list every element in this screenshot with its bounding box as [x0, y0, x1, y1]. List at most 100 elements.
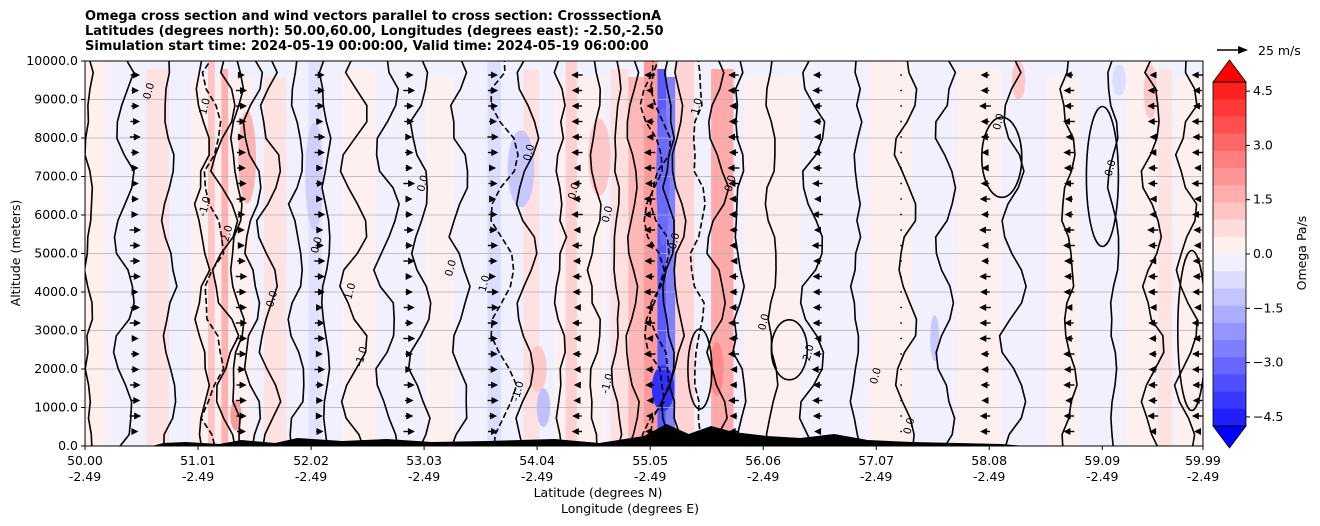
- wind-vector-head: [729, 242, 737, 249]
- colorbar-segment: [1213, 374, 1246, 393]
- wind-vector-head: [981, 242, 989, 249]
- wind-vector-head: [240, 304, 247, 311]
- wind-vector-head: [489, 195, 497, 203]
- contour-line: [287, 61, 305, 446]
- wind-vector-head: [812, 164, 820, 172]
- wind-vector-head: [729, 102, 737, 110]
- wind-vector-head: [573, 366, 581, 373]
- wind-vector-head: [643, 195, 651, 203]
- wind-vector-head: [812, 304, 820, 311]
- wind-vector-head: [1062, 242, 1070, 249]
- contour-line: [448, 61, 471, 446]
- wind-vector-head: [572, 288, 580, 296]
- wind-vector-head: [1192, 350, 1199, 358]
- wind-vector-head: [1192, 257, 1200, 265]
- wind-vector-head: [317, 273, 325, 280]
- contour-label: 1.0: [477, 274, 493, 293]
- wind-vector-head: [491, 381, 499, 389]
- contour-line: [339, 61, 368, 446]
- colorbar-label: Omega Pa/s: [1294, 216, 1309, 291]
- wind-vector-head: [1062, 118, 1070, 125]
- wind-vector-head: [573, 226, 581, 234]
- wind-vector-head: [571, 133, 579, 141]
- wind-vector-head: [1063, 149, 1071, 156]
- contour-line: [112, 61, 135, 446]
- wind-vector-head: [979, 102, 987, 110]
- wind-vector-head: [729, 273, 736, 280]
- wind-vector-head: [491, 428, 499, 435]
- contour-line: [318, 61, 332, 446]
- x-tick-label-lat: 50.00: [67, 453, 103, 468]
- wind-vector-head: [812, 288, 820, 296]
- wind-vector-head: [318, 366, 325, 373]
- contour-line: [610, 61, 623, 446]
- wind-vector-head: [981, 257, 989, 265]
- x-tick-label-lon: -2.49: [295, 469, 327, 484]
- wind-vector-head: [318, 149, 325, 156]
- wind-vector-head: [133, 381, 141, 389]
- wind-vector-head: [318, 133, 326, 141]
- wind-vector-head: [316, 242, 324, 249]
- wind-vector-head: [813, 133, 821, 141]
- wind-vector: [900, 136, 902, 138]
- wind-vector-head: [571, 87, 579, 94]
- wind-vector-head: [980, 381, 988, 389]
- colorbar-tick-label: 4.5: [1253, 83, 1273, 98]
- colorbar-tick-label: 0.0: [1253, 246, 1273, 261]
- colorbar-segment: [1213, 185, 1246, 203]
- wind-vector-head: [645, 366, 653, 373]
- wind-vector-head: [644, 71, 652, 79]
- wind-vector-head: [1148, 350, 1156, 358]
- x-tick-label-lon: -2.49: [860, 469, 892, 484]
- wind-vector-head: [1063, 366, 1071, 373]
- contour-label: 0.0: [667, 232, 683, 251]
- wind-vector-head: [1194, 304, 1202, 311]
- wind-vector: [900, 275, 902, 278]
- wind-vector-head: [1191, 149, 1199, 156]
- wind-vector-head: [814, 428, 822, 435]
- omega-band: [146, 69, 169, 446]
- wind-vector-head: [729, 381, 737, 389]
- wind-vector: [900, 198, 902, 200]
- colorbar-segment: [1213, 202, 1246, 221]
- wind-vector-head: [133, 71, 141, 79]
- contour-line: [200, 61, 225, 446]
- x-tick-label-lon: -2.49: [1086, 469, 1118, 484]
- wind-vector: [900, 105, 902, 107]
- contour-loop: [1085, 105, 1120, 248]
- wind-vector-head: [1064, 211, 1072, 218]
- wind-vector-head: [979, 335, 987, 342]
- wind-vector-head: [979, 319, 987, 327]
- wind-vector-head: [1194, 428, 1201, 435]
- wind-vector-head: [729, 195, 737, 203]
- wind-vector-head: [1148, 366, 1156, 373]
- wind-vector-head: [981, 149, 989, 156]
- omega-blob: [507, 130, 535, 208]
- wind-vector-head: [811, 366, 819, 373]
- wind-vector-head: [240, 87, 248, 94]
- x-axis: 50.00-2.4951.01-2.4952.02-2.4953.03-2.49…: [67, 446, 1221, 484]
- wind-vector-head: [132, 366, 140, 373]
- wind-vector-head: [239, 288, 247, 296]
- wind-vector-head: [646, 87, 653, 94]
- wind-vector: [900, 291, 902, 293]
- wind-vector-head: [489, 273, 497, 280]
- wind-vector-head: [491, 397, 499, 404]
- contour-label: 0.0: [309, 235, 325, 254]
- wind-vector-head: [317, 102, 325, 110]
- contour-label: -1.0: [353, 345, 370, 368]
- title-line-2: Latitudes (degrees north): 50.00,60.00, …: [85, 24, 664, 39]
- wind-vector-head: [728, 71, 736, 79]
- y-tick-label: 1000.0: [34, 400, 78, 415]
- wind-vector-head: [1148, 381, 1155, 389]
- wind-vector-head: [646, 102, 654, 110]
- wind-vector-head: [728, 397, 735, 404]
- wind-vector-head: [573, 397, 581, 404]
- wind-vector-head: [728, 118, 736, 125]
- wind-vector-head: [571, 242, 579, 249]
- wind-vector-head: [406, 319, 414, 327]
- wind-vector-head: [1149, 195, 1157, 203]
- y-tick-label: 2000.0: [34, 361, 78, 376]
- wind-vector-head: [813, 257, 821, 265]
- contour-line: [210, 61, 240, 446]
